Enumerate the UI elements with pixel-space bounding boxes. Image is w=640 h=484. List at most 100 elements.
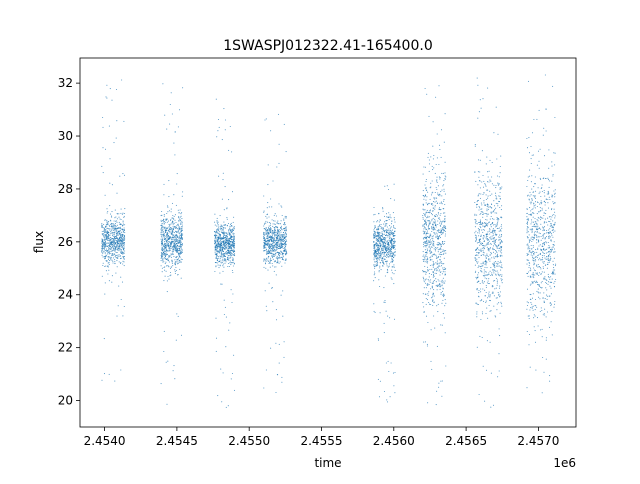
data-point (393, 273, 395, 275)
data-point (272, 180, 274, 182)
data-point (479, 249, 481, 252)
data-point (232, 243, 234, 245)
data-point (179, 256, 181, 258)
data-point (442, 212, 445, 214)
data-point (114, 241, 116, 244)
data-point (165, 237, 167, 239)
data-point (264, 239, 267, 241)
data-point (388, 228, 390, 230)
data-point (378, 228, 380, 230)
data-point (485, 300, 487, 302)
data-point (436, 270, 438, 272)
data-point (173, 236, 175, 238)
data-point (442, 208, 444, 210)
data-point (425, 246, 427, 248)
data-point (168, 248, 170, 250)
data-point (487, 87, 489, 89)
data-point (425, 278, 427, 280)
data-point (272, 258, 274, 260)
data-point (486, 307, 488, 309)
data-point (482, 225, 484, 227)
data-point (104, 249, 106, 252)
data-point (442, 227, 444, 229)
data-point (535, 255, 537, 257)
data-point (377, 247, 379, 249)
data-point (113, 238, 115, 240)
data-point (161, 242, 163, 244)
data-point (527, 179, 529, 182)
data-point (272, 247, 274, 249)
data-point (541, 271, 543, 273)
data-point (481, 313, 484, 315)
data-point (479, 99, 481, 101)
data-point (422, 208, 424, 210)
data-point (219, 235, 221, 237)
data-point (281, 246, 284, 248)
data-point (284, 215, 286, 217)
data-point (430, 288, 432, 290)
data-point (387, 266, 389, 268)
data-point (425, 297, 427, 300)
data-point (487, 233, 489, 236)
data-point (495, 198, 497, 200)
data-point (109, 240, 111, 242)
data-point (496, 284, 498, 286)
data-point (166, 259, 169, 261)
data-point (101, 223, 103, 225)
data-point (164, 221, 166, 224)
data-point (285, 258, 287, 260)
data-point (117, 234, 119, 236)
data-point (435, 236, 437, 238)
data-point (176, 246, 178, 248)
data-point (542, 217, 544, 219)
data-point (106, 225, 108, 227)
data-point (374, 273, 376, 275)
data-point (115, 236, 117, 238)
data-point (482, 244, 484, 247)
data-point (163, 232, 165, 234)
data-point (437, 303, 439, 305)
data-point (443, 225, 445, 227)
data-point (278, 241, 280, 243)
data-point (390, 226, 392, 228)
data-point (378, 237, 380, 239)
data-point (439, 269, 441, 271)
data-point (422, 218, 424, 220)
data-point (423, 281, 425, 283)
data-point (437, 279, 439, 281)
data-point (111, 259, 113, 261)
data-point (161, 222, 163, 225)
data-point (120, 251, 122, 253)
data-point (385, 250, 387, 252)
data-point (265, 241, 267, 243)
data-point (274, 243, 277, 245)
data-point (499, 191, 501, 194)
data-point (433, 207, 435, 209)
data-point (102, 239, 104, 241)
data-point (181, 238, 183, 240)
data-point (427, 232, 429, 235)
data-point (233, 216, 235, 218)
data-point (381, 232, 383, 234)
data-point (489, 254, 491, 256)
data-point (181, 223, 183, 225)
data-point (107, 239, 109, 241)
data-point (120, 298, 122, 301)
data-point (428, 202, 430, 204)
data-point (392, 259, 394, 261)
data-point (437, 311, 439, 313)
data-point (161, 246, 163, 248)
data-point (119, 218, 121, 220)
data-point (425, 273, 427, 275)
data-point (475, 219, 477, 221)
data-point (121, 247, 123, 249)
data-point (285, 249, 287, 251)
data-point (389, 225, 391, 227)
data-point (441, 380, 443, 382)
data-point (162, 83, 164, 85)
data-point (425, 271, 428, 273)
data-point (285, 236, 287, 238)
data-point (218, 245, 220, 247)
data-point (220, 253, 222, 255)
data-point (166, 205, 169, 207)
